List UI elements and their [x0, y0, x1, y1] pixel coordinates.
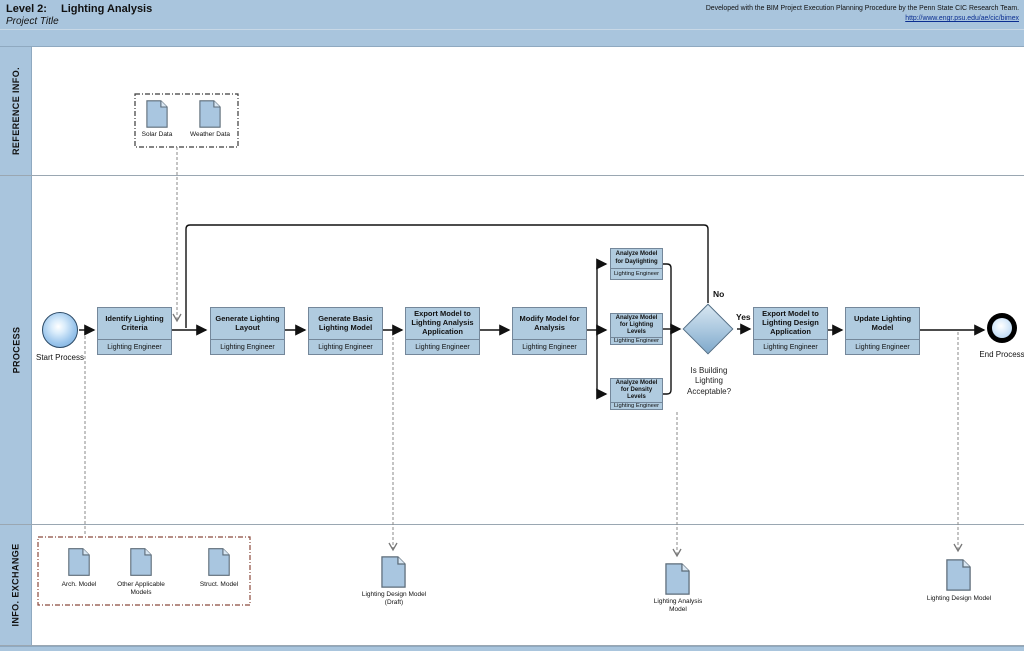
process-step-update-lighting-model: Update Lighting Model Lighting Engineer: [845, 307, 920, 355]
end-event-inner: [992, 318, 1012, 338]
map-title: Lighting Analysis: [60, 3, 153, 15]
step-title: Export Model to Lighting Analysis Applic…: [411, 309, 474, 336]
decision-yes-label: Yes: [736, 312, 751, 322]
lane-label: INFO. EXCHANGE: [11, 542, 22, 627]
end-event-label: End Process: [979, 350, 1024, 359]
lane-reference-info: REFERENCE INFO.: [0, 47, 32, 175]
document-icon: [946, 559, 971, 591]
lane-label: PROCESS: [11, 326, 21, 373]
step-title: Analyze Model for Lighting Levels: [615, 315, 658, 336]
title-block: Level 2: Lighting Analysis Project Title: [6, 3, 152, 27]
process-step-export-to-design-app: Export Model to Lighting Design Applicat…: [753, 307, 828, 355]
project-title: Project Title: [6, 16, 59, 27]
document-icon: [199, 100, 221, 128]
step-role: Lighting Engineer: [309, 339, 382, 354]
lane-info-exchange: INFO. EXCHANGE: [0, 524, 32, 645]
bimex-link[interactable]: http://www.engr.psu.edu/ae/cic/bimex: [905, 15, 1019, 22]
step-role: Lighting Engineer: [513, 339, 586, 354]
step-role: Lighting Engineer: [611, 402, 662, 409]
exchange-input-doc: Other Applicable Models: [117, 547, 165, 596]
lane-divider: [0, 524, 1024, 525]
lane-divider: [0, 645, 1024, 646]
page-title: Level 2: Lighting Analysis: [6, 3, 152, 15]
footer-bar: [0, 646, 1024, 651]
doc-label: Arch. Model: [61, 581, 97, 588]
document-icon: [68, 548, 90, 576]
step-role: Lighting Engineer: [846, 339, 919, 354]
step-title: Identify Lighting Criteria: [105, 313, 164, 332]
step-role: Lighting Engineer: [611, 268, 662, 279]
exchange-output-doc: Lighting Design Model (Draft): [362, 556, 426, 606]
step-title: Update Lighting Model: [853, 313, 912, 332]
decision-diamond: [682, 303, 734, 355]
step-role: Lighting Engineer: [754, 339, 827, 354]
doc-label: Weather Data: [190, 131, 230, 138]
process-step-export-to-analysis-app: Export Model to Lighting Analysis Applic…: [405, 307, 480, 355]
step-role: Lighting Engineer: [611, 337, 662, 344]
end-event-circle: [987, 313, 1017, 343]
decision-no-label: No: [713, 289, 725, 299]
step-role: Lighting Engineer: [98, 339, 171, 354]
header-divider: [0, 29, 1024, 30]
step-title: Analyze Model for Density Levels: [615, 380, 658, 401]
doc-label: Struct. Model: [199, 581, 239, 588]
process-step-modify-model-for-analysis: Modify Model for Analysis Lighting Engin…: [512, 307, 587, 355]
exchange-output-doc: Lighting Analysis Model: [654, 563, 702, 613]
reference-doc: Weather Data: [190, 100, 230, 138]
decision-question: Is Building Lighting Acceptable?: [686, 366, 732, 396]
process-step-analyze-lighting-levels: Analyze Model for Lighting Levels Lighti…: [610, 313, 663, 345]
start-event-label: Start Process: [35, 353, 84, 362]
process-step-generate-basic-lighting-model: Generate Basic Lighting Model Lighting E…: [308, 307, 383, 355]
document-icon: [208, 548, 230, 576]
document-icon: [146, 100, 168, 128]
exchange-input-doc: Struct. Model: [200, 547, 238, 588]
process-step-generate-lighting-layout: Generate Lighting Layout Lighting Engine…: [210, 307, 285, 355]
credit-block: Developed with the BIM Project Execution…: [706, 4, 1019, 24]
step-title: Analyze Model for Daylighting: [615, 251, 658, 265]
step-title: Generate Lighting Layout: [215, 313, 280, 332]
doc-label: Lighting Design Model: [926, 595, 992, 602]
lane-divider: [0, 175, 1024, 176]
reference-doc: Solar Data: [142, 100, 172, 138]
document-icon: [381, 556, 406, 588]
header-bar: Level 2: Lighting Analysis Project Title …: [0, 0, 1024, 47]
doc-label: Lighting Analysis Model: [653, 598, 703, 614]
process-step-analyze-density-levels: Analyze Model for Density Levels Lightin…: [610, 378, 663, 410]
doc-label: Lighting Design Model (Draft): [361, 591, 427, 607]
swimlane-sidebar: [0, 47, 32, 645]
document-icon: [665, 563, 690, 595]
exchange-input-doc: Arch. Model: [62, 547, 96, 588]
start-event-circle: [42, 312, 78, 348]
step-title: Modify Model for Analysis: [519, 313, 580, 332]
exchange-output-doc: Lighting Design Model: [927, 558, 991, 602]
step-role: Lighting Engineer: [406, 339, 479, 354]
level-label: Level 2:: [6, 3, 47, 15]
document-icon: [130, 548, 152, 576]
process-step-analyze-daylighting: Analyze Model for Daylighting Lighting E…: [610, 248, 663, 280]
lane-label: REFERENCE INFO.: [11, 66, 22, 156]
doc-label: Other Applicable Models: [117, 581, 165, 597]
process-step-identify-lighting-criteria: Identify Lighting Criteria Lighting Engi…: [97, 307, 172, 355]
lane-process: PROCESS: [0, 175, 32, 524]
step-title: Export Model to Lighting Design Applicat…: [762, 309, 819, 336]
credit-text: Developed with the BIM Project Execution…: [705, 5, 1019, 12]
step-title: Generate Basic Lighting Model: [318, 313, 373, 332]
step-role: Lighting Engineer: [211, 339, 284, 354]
